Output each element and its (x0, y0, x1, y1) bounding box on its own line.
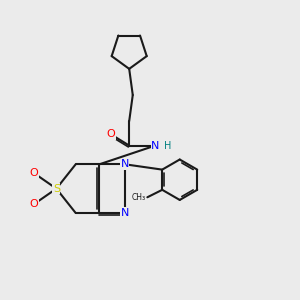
Text: N: N (121, 208, 129, 218)
Text: H: H (164, 140, 171, 151)
Text: S: S (53, 184, 60, 194)
Text: O: O (30, 199, 38, 209)
Text: O: O (30, 168, 38, 178)
Text: N: N (151, 141, 160, 152)
Text: O: O (106, 129, 115, 139)
Text: CH₃: CH₃ (132, 193, 146, 202)
Text: N: N (121, 159, 129, 169)
